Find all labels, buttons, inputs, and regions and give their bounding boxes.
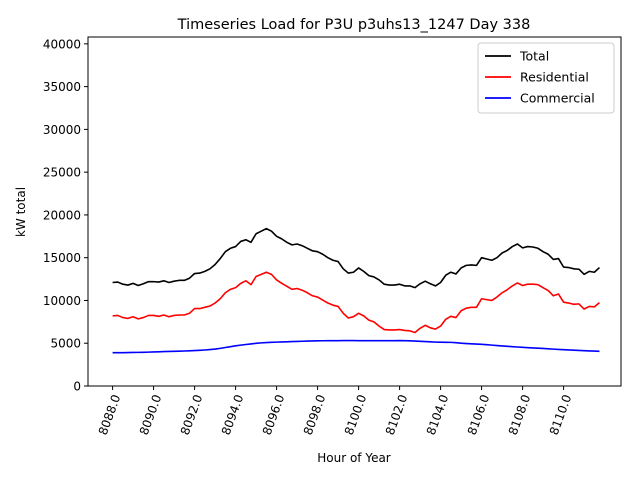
y-tick-label: 10000	[43, 294, 81, 308]
legend-label-commercial: Commercial	[520, 91, 595, 106]
legend: Total Residential Commercial	[477, 42, 615, 114]
y-tick-label: 35000	[43, 80, 81, 94]
x-axis-title: Hour of Year	[317, 451, 391, 465]
y-tick-label: 0	[73, 380, 81, 394]
y-tick-label: 15000	[43, 251, 81, 265]
y-axis-title: kW total	[14, 187, 28, 237]
series-line-total	[112, 227, 601, 289]
legend-box	[477, 42, 615, 114]
y-tick-label: 30000	[43, 123, 81, 137]
y-tick-label: 5000	[50, 337, 81, 351]
legend-label-residential: Residential	[520, 70, 589, 85]
y-tick-label: 25000	[43, 166, 81, 180]
y-axis: 0 5000 10000 15000 20000 25000 30000 35000 40000	[43, 37, 88, 394]
series-line-residential	[112, 271, 600, 334]
chart-title: Timeseries Load for P3U p3uhs13_1247 Day…	[177, 17, 531, 33]
series-layer	[112, 227, 601, 354]
y-tick-label: 20000	[43, 208, 81, 222]
y-tick-label: 40000	[43, 37, 81, 51]
legend-label-total: Total	[519, 49, 549, 64]
plot-frame	[87, 36, 622, 387]
series-line-commercial	[112, 339, 600, 354]
